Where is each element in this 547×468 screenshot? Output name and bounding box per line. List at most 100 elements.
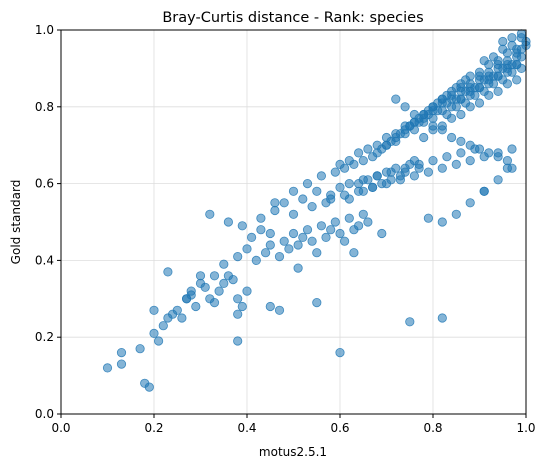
scatter-point (502, 63, 512, 74)
scatter-point (446, 132, 457, 143)
scatter-point (381, 179, 392, 189)
scatter-point (493, 71, 503, 81)
scatter-point (237, 301, 247, 312)
scatter-point (274, 305, 285, 315)
x-axis-label: motus2.5.1 (259, 445, 327, 459)
scatter-point (270, 198, 280, 208)
y-tick-label: 0.8 (35, 100, 54, 114)
x-tick-label: 0.4 (237, 421, 256, 435)
scatter-point (484, 67, 494, 77)
scatter-point (195, 271, 206, 281)
scatter-point (419, 113, 429, 123)
scatter-point (335, 228, 345, 239)
scatter-point (321, 232, 331, 242)
scatter-point (298, 194, 308, 204)
scatter-point (423, 213, 433, 223)
scatter-point (442, 109, 452, 120)
scatter-point (479, 152, 489, 162)
scatter-point (335, 182, 345, 192)
scatter-point (456, 94, 466, 104)
scatter-point (144, 382, 154, 392)
scatter-point (437, 217, 447, 227)
scatter-point (288, 228, 299, 239)
scatter-point (219, 259, 229, 269)
scatter-point (344, 156, 354, 166)
scatter-point (419, 132, 429, 143)
scatter-point (233, 336, 243, 346)
scatter-point (400, 163, 410, 173)
scatter-point (307, 236, 317, 246)
x-tick-label: 0.0 (51, 421, 70, 435)
scatter-point (307, 202, 317, 212)
scatter-point (279, 198, 289, 208)
scatter-point (446, 90, 457, 100)
scatter-point (344, 213, 354, 223)
scatter-point (465, 86, 475, 97)
scatter-point (298, 232, 308, 242)
scatter-point (251, 255, 261, 265)
scatter-point (256, 213, 266, 223)
y-tick-label: 0.2 (35, 330, 54, 344)
scatter-point (512, 59, 522, 70)
scatter-point (158, 321, 168, 331)
scatter-point (279, 236, 289, 246)
scatter-point (428, 156, 438, 166)
scatter-point (474, 98, 485, 108)
scatter-point (437, 125, 447, 135)
scatter-point (507, 33, 517, 43)
x-tick-label: 0.6 (330, 421, 349, 435)
scatter-point (335, 159, 345, 169)
scatter-point (465, 71, 475, 81)
scatter-point (265, 228, 275, 239)
scatter-point (260, 248, 271, 258)
x-tick-label: 0.2 (144, 421, 163, 435)
scatter-point (353, 221, 364, 231)
scatter-point (177, 313, 187, 323)
scatter-point (265, 240, 275, 250)
scatter-point (293, 240, 303, 250)
y-tick-label: 0.0 (35, 407, 54, 421)
scatter-point (116, 359, 127, 369)
scatter-point (182, 294, 192, 304)
scatter-point (330, 217, 340, 227)
y-tick-label: 0.6 (35, 177, 54, 191)
scatter-point (456, 136, 466, 146)
scatter-point (316, 171, 326, 181)
scatter-point (326, 194, 336, 204)
scatter-point (456, 83, 466, 93)
scatter-point (135, 344, 145, 354)
scatter-point (284, 244, 294, 254)
y-axis-label: Gold standard (9, 180, 23, 265)
y-tick-label: 0.4 (35, 253, 54, 267)
scatter-point (172, 305, 182, 315)
scatter-point (363, 217, 373, 227)
scatter-point (372, 140, 382, 150)
scatter-point (302, 179, 313, 189)
scatter-point (349, 248, 359, 258)
plot-frame (60, 29, 527, 415)
scatter-point (353, 186, 364, 196)
scatter-point (219, 278, 229, 288)
scatter-point (507, 40, 517, 51)
scatter-point (265, 301, 275, 312)
scatter-point (205, 209, 215, 219)
scatter-point (191, 301, 201, 312)
scatter-point (330, 167, 340, 177)
scatter-point (391, 129, 401, 139)
scatter-point (288, 209, 299, 219)
scatter-point (288, 186, 299, 196)
scatter-point (209, 271, 220, 281)
scatter-point (493, 86, 503, 97)
scatter-point (391, 136, 401, 146)
scatter-point (437, 313, 447, 323)
scatter-point (326, 225, 336, 235)
y-axis-ticks: 0.0 0.2 0.4 0.6 0.8 1.0 (35, 23, 61, 421)
scatter-point (507, 144, 517, 154)
scatter-point (381, 132, 392, 143)
scatter-point (223, 217, 233, 227)
scatter-point (209, 297, 220, 308)
scatter-point (242, 286, 252, 296)
scatter-point (195, 278, 206, 288)
scatter-point (214, 286, 224, 296)
scatter-point (381, 140, 392, 150)
